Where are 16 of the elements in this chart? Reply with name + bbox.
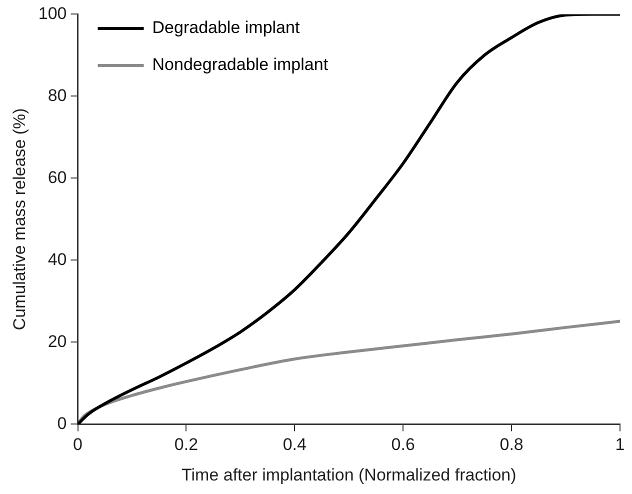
y-tick-label: 80 bbox=[48, 86, 67, 105]
y-axis-title: Cumulative mass release (%) bbox=[10, 108, 29, 330]
x-tick-label: 0 bbox=[73, 435, 82, 454]
x-tick-label: 0.6 bbox=[391, 435, 415, 454]
y-tick-label: 60 bbox=[48, 168, 67, 187]
y-tick-label: 100 bbox=[38, 4, 67, 23]
x-tick-label: 0.4 bbox=[282, 435, 306, 454]
y-tick-label: 20 bbox=[48, 332, 67, 351]
legend-label: Degradable implant bbox=[152, 18, 300, 38]
y-tick-label: 0 bbox=[57, 414, 67, 433]
x-tick-label: 1 bbox=[615, 435, 625, 454]
legend-label: Nondegradable implant bbox=[152, 55, 328, 74]
x-tick-label: 0.8 bbox=[500, 435, 524, 454]
x-tick-label: 0.2 bbox=[174, 435, 198, 454]
y-tick-label: 40 bbox=[48, 250, 67, 269]
x-axis-title: Time after implantation (Normalized fraction) bbox=[182, 465, 516, 484]
